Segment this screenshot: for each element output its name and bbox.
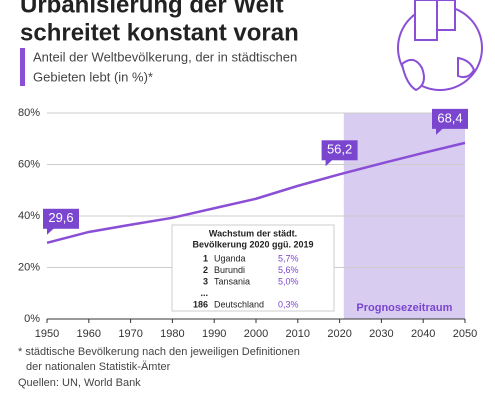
table-cell: 3 <box>203 276 208 286</box>
source: Quellen: UN, World Bank <box>18 377 141 389</box>
chart-subtitle: Anteil der Weltbevölkerung, der in städt… <box>33 49 297 64</box>
footnote: * städtische Bevölkerung nach den jeweil… <box>18 346 300 358</box>
table-cell: Uganda <box>214 253 246 263</box>
table-cell: 0,3% <box>278 299 299 309</box>
table-cell: Deutschland <box>214 299 264 309</box>
x-tick-label: 1960 <box>77 328 101 340</box>
table-title: Wachstum der städt. <box>209 228 297 238</box>
value-label: 56,2 <box>327 142 352 157</box>
x-tick-label: 1970 <box>118 328 142 340</box>
table-cell: 5,7% <box>278 253 299 263</box>
value-label-box <box>321 140 358 161</box>
accent-bar <box>20 48 25 86</box>
table-box <box>171 224 335 312</box>
globe-icon <box>397 0 483 92</box>
x-tick-label: 2000 <box>244 328 268 340</box>
x-tick-label: 1980 <box>160 328 184 340</box>
y-tick-label: 0% <box>24 313 40 325</box>
value-label-pointer <box>436 128 443 135</box>
x-tick-label: 2010 <box>286 328 310 340</box>
x-tick-label: 1950 <box>35 328 59 340</box>
y-tick-label: 40% <box>18 210 40 222</box>
table-cell: 186 <box>193 299 208 309</box>
value-label-pointer <box>325 159 333 167</box>
table-title: Bevölkerung 2020 ggü. 2019 <box>192 239 313 249</box>
x-tick-label: 2040 <box>411 328 435 340</box>
table-cell: Tansania <box>214 276 250 286</box>
value-label: 68,4 <box>437 110 462 125</box>
line <box>46 141 466 244</box>
x-tick-label: 2030 <box>369 328 393 340</box>
table-cell: 5,6% <box>278 265 299 275</box>
x-tick-label: 2020 <box>327 328 351 340</box>
forecast-label: Prognosezeitraum <box>356 302 452 314</box>
value-label-box <box>432 108 468 129</box>
chart-title: schreitet konstant voran <box>20 19 299 46</box>
value-label-pointer <box>47 228 54 235</box>
y-tick-label: 20% <box>18 261 40 273</box>
table-cell: 1 <box>203 253 208 263</box>
table-cell: ... <box>200 288 208 298</box>
y-tick-label: 60% <box>18 158 40 170</box>
x-tick-label: 1990 <box>202 328 226 340</box>
value-label: 29,6 <box>48 210 73 225</box>
x-tick-label: 2050 <box>453 328 477 340</box>
value-label-box <box>43 208 79 229</box>
table-cell: Burundi <box>214 265 245 275</box>
table-cell: 5,0% <box>278 276 299 286</box>
chart-subtitle: Gebieten lebt (in %)* <box>33 69 153 84</box>
y-tick-label: 80% <box>18 107 40 119</box>
footnote: der nationalen Statistik-Ämter <box>26 361 171 373</box>
table-cell: 2 <box>203 265 208 275</box>
chart-title: Urbanisierung der Welt <box>20 0 284 18</box>
